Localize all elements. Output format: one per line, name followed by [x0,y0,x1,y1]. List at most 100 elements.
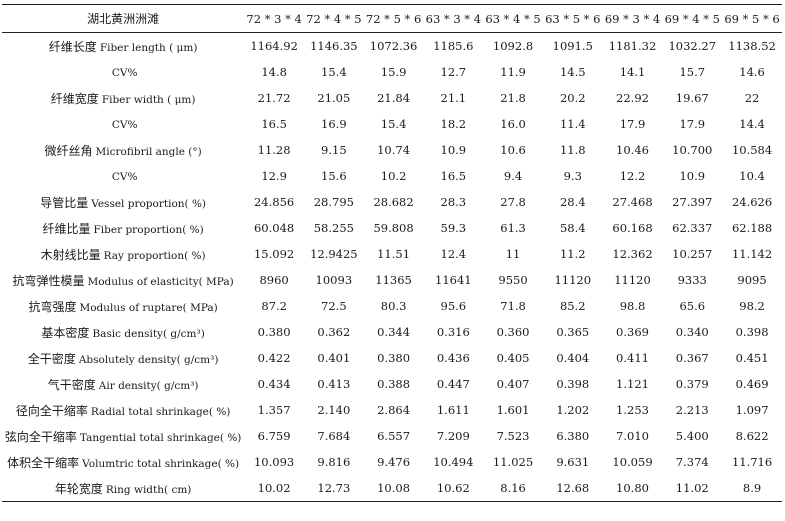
value-cell: 8.16 [483,475,543,502]
value-cell: 11.9 [500,65,526,79]
value-cell: 9.4 [503,169,523,183]
table-row: 全干密度 Absolutely density( g/cm³) 0.422 0.401… [2,345,782,371]
value-cell: 0.340 [675,325,709,339]
value-cell: 1.253 [616,403,649,417]
value-cell: 28.682 [373,195,414,209]
value-cell: 27.397 [672,195,713,209]
value-cell: 20.2 [559,91,586,105]
value-cell: 10.62 [423,475,484,502]
value-cell: 14.4 [739,117,765,131]
value-cell: 10093 [315,273,353,287]
value-cell: 0.447 [436,377,470,391]
column-header: 69 * 5 * 6 [722,4,782,33]
value-cell: 2.213 [675,403,709,417]
value-cell: 10.700 [672,143,713,157]
value-cell: 7.209 [436,429,470,443]
row-label: 纤维长度 Fiber length ( μm) [2,33,244,60]
value-cell: 14.1 [619,65,646,79]
value-cell: 62.337 [672,221,713,235]
value-cell: 0.407 [496,377,530,391]
row-label-en: Air density( g/cm³) [98,379,199,392]
value-cell: 80.3 [380,299,407,313]
value-cell: 12.73 [303,475,364,502]
value-cell: 6.557 [377,429,411,443]
value-cell: 24.856 [253,195,295,209]
value-cell: 10.093 [253,455,295,469]
value-cell: 10.059 [612,455,653,469]
column-header: 63 * 4 * 5 [483,4,543,33]
value-cell: 17.9 [679,117,706,131]
value-cell: 1138.52 [728,39,776,53]
value-cell: 11.28 [257,143,291,157]
value-cell: 7.374 [675,455,709,469]
row-label-en: Vessel proportion( %) [91,197,207,210]
value-cell: 16.5 [440,169,467,183]
row-label-en: CV% [111,67,138,79]
table-row: 木射线比量 Ray proportion( %) 15.092 12.9425 11.5… [2,241,782,267]
row-label-en: Tangential total shrinkage( %) [79,431,242,444]
value-cell: 15.092 [253,247,295,261]
value-cell: 10.08 [363,475,424,502]
value-cell: 0.369 [616,325,649,339]
table-row: 纤维比量 Fiber proportion( %) 60.048 58.255 59.8… [2,215,782,241]
value-cell: 8.9 [722,475,782,502]
value-cell: 8960 [259,273,289,287]
row-label-en: Fiber length ( μm) [99,41,198,54]
row-label-zh: 径向全干缩率 [15,403,88,418]
row-label-en: Modulus of ruptare( MPa) [79,301,218,314]
value-cell: 19.67 [675,91,709,105]
column-header: 63 * 3 * 4 [423,4,484,33]
row-label-zh: 抗弯强度 [28,299,77,314]
value-cell: 71.8 [500,299,526,313]
value-cell: 1146.35 [310,39,358,53]
row-label-zh: 纤维比量 [42,221,91,236]
table-row: 气干密度 Air density( g/cm³) 0.434 0.413 0.388 0.… [2,371,782,397]
value-cell: 28.3 [440,195,467,209]
value-cell: 11.2 [559,247,586,261]
row-label-en: Microfibril angle (°) [95,145,202,158]
row-label-en: Modulus of elasticity( MPa) [87,275,234,288]
value-cell: 0.360 [496,325,530,339]
value-cell: 10.257 [672,247,713,261]
column-header: 72 * 4 * 5 [303,4,364,33]
value-cell: 10.2 [380,169,407,183]
row-label-zh: 年轮宽度 [54,481,103,496]
value-cell: 9.3 [563,169,582,183]
value-cell: 0.380 [257,325,291,339]
row-label-zh: 木射线比量 [40,247,101,262]
value-cell: 1.611 [436,403,470,417]
value-cell: 95.6 [440,299,467,313]
value-cell: 58.4 [559,221,586,235]
value-cell: 22 [744,91,760,105]
row-label-en: Fiber width ( μm) [101,93,196,106]
row-label: 纤维宽度 Fiber width ( μm) [2,85,244,111]
row-label: CV% [2,163,244,189]
value-cell: 0.362 [317,325,351,339]
row-label-zh: 导管比量 [40,195,89,210]
row-label: 体积全干缩率 Volumtric total shrinkage( %) [2,449,244,475]
row-label-zh: 微纤丝角 [44,143,93,158]
value-cell: 0.367 [675,351,709,365]
value-cell: 7.010 [616,429,649,443]
value-cell: 28.795 [313,195,354,209]
value-cell: 21.72 [257,91,291,105]
row-label-en: Ring width( cm) [105,483,192,496]
value-cell: 65.6 [679,299,706,313]
value-cell: 11.51 [377,247,411,261]
value-cell: 9.631 [556,455,590,469]
row-label-zh: 弦向全干缩率 [4,429,77,444]
row-label-en: Basic density( g/cm³) [92,327,205,340]
row-label: CV% [2,111,244,137]
value-cell: 2.864 [377,403,411,417]
row-label-en: CV% [111,171,138,183]
table-row: 纤维宽度 Fiber width ( μm) 21.72 21.05 21.84 21.1… [2,85,782,111]
value-cell: 14.8 [261,65,287,79]
row-label-zh: 体积全干缩率 [7,455,80,470]
value-cell: 1.097 [735,403,769,417]
value-cell: 11.716 [731,455,773,469]
value-cell: 0.388 [377,377,411,391]
value-cell: 1181.32 [608,39,657,53]
value-cell: 12.9 [261,169,287,183]
row-label-zh: 纤维长度 [48,39,97,54]
column-header: 72 * 3 * 4 [244,4,304,33]
